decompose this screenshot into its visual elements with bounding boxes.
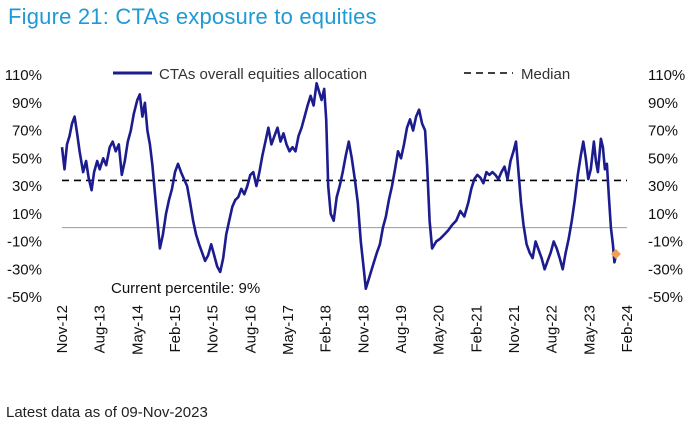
y-tick-label-right: 70% [648,123,678,140]
footer-note: Latest data as of 09-Nov-2023 [6,404,208,421]
x-tick-label: May-23 [581,305,598,355]
y-tick-label-right: -10% [648,234,683,251]
x-tick-label: Nov-12 [54,305,71,353]
latest-point-marker [610,248,621,259]
y-tick-label-left: -50% [7,289,42,306]
x-tick-label: Nov-15 [205,305,222,353]
legend: CTAs overall equities allocation Median [113,66,570,83]
x-tick-label: Feb-15 [167,305,184,353]
y-tick-label-left: 70% [12,123,42,140]
y-tick-label-right: -30% [648,261,683,278]
x-tick-label: Aug-19 [393,305,410,353]
legend-series-label: CTAs overall equities allocation [159,66,367,83]
x-tick-label: May-17 [280,305,297,355]
x-tick-label: Nov-21 [506,305,523,353]
y-tick-label-left: 50% [12,150,42,167]
y-tick-label-left: 110% [5,67,42,84]
series-line-ctas-allocation [60,82,618,290]
y-tick-label-right: 50% [648,150,678,167]
x-tick-label: Nov-18 [355,305,372,353]
y-tick-label-right: 90% [648,95,678,112]
y-tick-label-left: 30% [12,178,42,195]
y-tick-label-left: -30% [7,261,42,278]
x-axis: Nov-12 Aug-13 May-14 Feb-15 Nov-15 Aug-16 May-… [54,305,636,355]
x-tick-label: May-20 [431,305,448,355]
page-title: Figure 21: CTAs exposure to equities [8,4,377,29]
x-tick-label: Feb-21 [468,305,485,353]
x-tick-label: May-14 [129,305,146,355]
y-tick-label-left: 10% [12,206,42,223]
y-tick-label-right: 10% [648,206,678,223]
y-tick-label-left: 90% [12,95,42,112]
x-tick-label: Aug-13 [92,305,109,353]
x-tick-label: Aug-16 [242,305,259,353]
y-tick-label-right: 110% [648,67,685,84]
x-tick-label: Feb-24 [619,305,636,353]
y-tick-label-right: 30% [648,178,678,195]
legend-median-label: Median [521,66,570,83]
x-tick-label: Aug-22 [544,305,561,353]
y-axis-left: 110% 90% 70% 50% 30% 10% -10% -30% -50% [5,67,42,306]
x-tick-label: Feb-18 [318,305,335,353]
y-tick-label-right: -50% [648,289,683,306]
annotation-percentile: Current percentile: 9% [111,280,260,297]
y-axis-right: 110% 90% 70% 50% 30% 10% -10% -30% -50% [648,67,685,306]
y-tick-label-left: -10% [7,234,42,251]
